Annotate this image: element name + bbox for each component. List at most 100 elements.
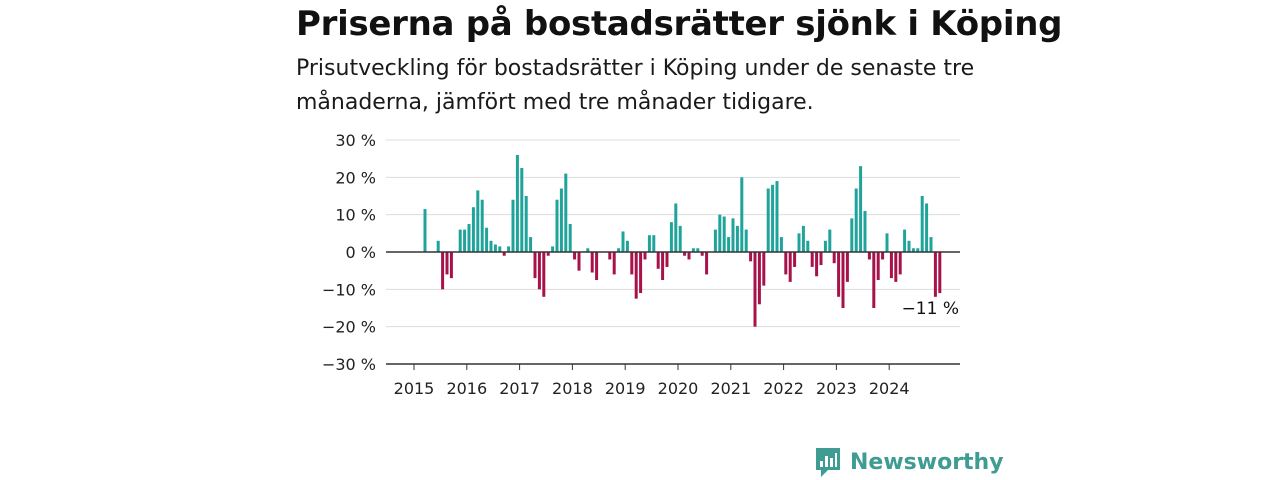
- bar: [524, 196, 528, 252]
- bar: [630, 252, 634, 275]
- bar: [674, 203, 678, 252]
- bar: [867, 252, 871, 260]
- bar: [735, 225, 739, 252]
- bar: [744, 229, 748, 252]
- bar: [863, 210, 867, 252]
- bar: [819, 252, 823, 266]
- bar: [568, 224, 572, 252]
- y-tick-label: 10 %: [335, 206, 376, 225]
- bar: [885, 233, 889, 252]
- x-tick-label: 2019: [605, 379, 646, 398]
- bar: [898, 252, 902, 275]
- bar: [757, 252, 761, 305]
- bar: [493, 244, 497, 252]
- bar: [639, 252, 643, 294]
- bar: [810, 252, 814, 267]
- bar: [445, 252, 449, 275]
- bar-chart: 30 % 20 % 10 % 0 % −10 % −20 % −30 % 2015 2016 20…: [322, 131, 960, 398]
- bar: [441, 252, 445, 290]
- bar: [801, 225, 805, 252]
- bar: [634, 252, 638, 299]
- bar: [625, 240, 629, 252]
- axes: [386, 251, 960, 370]
- bar: [515, 154, 519, 252]
- bar: [665, 252, 669, 267]
- bar: [467, 224, 471, 252]
- brand-logo: Newsworthy: [814, 446, 1004, 478]
- bar: [511, 199, 515, 252]
- bar: [678, 225, 682, 252]
- bar: [612, 252, 616, 275]
- bar: [793, 252, 797, 267]
- bar: [779, 237, 783, 252]
- bar: [546, 252, 550, 256]
- bar: [920, 196, 924, 252]
- bar: [775, 181, 779, 252]
- bar: [590, 252, 594, 273]
- bar: [907, 240, 911, 252]
- x-tick-label: 2018: [552, 379, 593, 398]
- bar: [925, 203, 929, 252]
- bar: [643, 252, 647, 260]
- x-tick-label: 2024: [869, 379, 910, 398]
- bar: [564, 173, 568, 252]
- bar: [753, 252, 757, 327]
- bar: [502, 252, 506, 256]
- bar: [476, 190, 480, 252]
- bar: [533, 252, 537, 279]
- labels: 30 % 20 % 10 % 0 % −10 % −20 % −30 % 2015 2016 20…: [322, 131, 959, 398]
- bars: [423, 154, 942, 327]
- bar: [498, 246, 502, 252]
- bar: [577, 252, 581, 271]
- newsworthy-logo-icon: [816, 448, 840, 477]
- x-tick-label: 2023: [816, 379, 857, 398]
- bar: [507, 246, 511, 252]
- bar: [656, 252, 660, 269]
- x-tick-label: 2021: [710, 379, 751, 398]
- bar: [700, 252, 704, 256]
- bar: [889, 252, 893, 279]
- bar: [762, 252, 766, 286]
- bar: [854, 188, 858, 252]
- chart-subtitle: Prisutveckling för bostadsrätter i Köpin…: [296, 56, 975, 115]
- bar: [652, 235, 656, 252]
- bar: [458, 229, 462, 252]
- bar: [683, 252, 687, 256]
- bar: [933, 252, 937, 297]
- bar: [784, 252, 788, 275]
- bar: [894, 252, 898, 282]
- bar: [731, 218, 735, 252]
- bar: [573, 252, 577, 260]
- bar: [436, 240, 440, 252]
- bar: [669, 222, 673, 252]
- bar: [837, 252, 841, 297]
- bar: [916, 248, 920, 252]
- bar: [608, 252, 612, 260]
- bar: [617, 248, 621, 252]
- bar: [463, 229, 467, 252]
- bar: [449, 252, 453, 279]
- bar: [740, 177, 744, 252]
- bar: [555, 199, 559, 252]
- bar: [595, 252, 599, 280]
- bar: [845, 252, 849, 282]
- bar: [621, 231, 625, 252]
- bar: [766, 188, 770, 252]
- bar: [872, 252, 876, 308]
- last-value-annotation: −11 %: [902, 299, 959, 319]
- bar: [788, 252, 792, 282]
- bar: [903, 229, 907, 252]
- bar: [542, 252, 546, 297]
- bar: [806, 240, 810, 252]
- y-tick-label: 20 %: [335, 168, 376, 187]
- y-tick-label: −30 %: [322, 355, 376, 374]
- x-tick-label: 2016: [446, 379, 487, 398]
- bar: [559, 188, 563, 252]
- bar: [797, 233, 801, 252]
- x-tick-label: 2022: [763, 379, 804, 398]
- bar: [859, 166, 863, 252]
- bar: [687, 252, 691, 260]
- bar: [771, 184, 775, 252]
- x-tick-label: 2015: [394, 379, 435, 398]
- bar: [815, 252, 819, 277]
